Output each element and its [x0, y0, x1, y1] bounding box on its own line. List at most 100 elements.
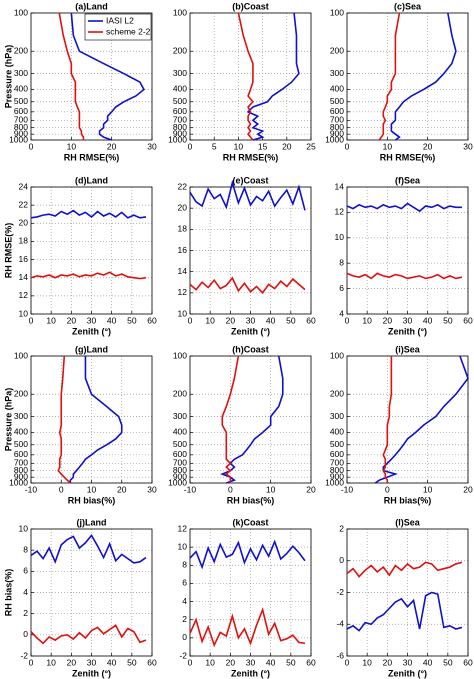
- y-tick-label: 800: [330, 122, 344, 132]
- y-tick-label: 400: [173, 84, 187, 94]
- series-line: [221, 355, 240, 483]
- y-tick-label: -2: [336, 587, 344, 597]
- y-tick-label: 500: [173, 439, 187, 449]
- y-tick-label: 600: [330, 449, 344, 459]
- y-tick-label: 1000: [168, 134, 187, 144]
- y-tick-label: 500: [330, 96, 344, 106]
- x-tick-label: 60: [306, 315, 316, 325]
- x-tick-label: 10: [205, 315, 215, 325]
- y-tick-label: 4: [182, 596, 187, 606]
- x-tick-label: -10: [341, 484, 354, 494]
- x-axis-label: RH RMSE(%): [64, 152, 120, 162]
- y-tick-label: 16: [19, 254, 29, 264]
- y-tick-label: 22: [19, 199, 29, 209]
- y-tick-label: 200: [173, 45, 187, 55]
- series-line: [58, 12, 85, 140]
- x-tick-label: 30: [87, 315, 97, 325]
- y-tick-label: 900: [330, 128, 344, 138]
- y-tick-label: 20: [19, 218, 29, 228]
- y-axis-label: Pressure (hPa): [3, 388, 13, 452]
- y-tick-label: 0: [23, 629, 28, 639]
- x-tick-label: -10: [25, 484, 38, 494]
- x-tick-label: 30: [147, 484, 157, 494]
- y-axis-label: RH RMSE(%): [3, 223, 13, 279]
- y-tick-label: 300: [330, 68, 344, 78]
- series-line: [374, 355, 469, 484]
- x-tick-label: 10: [362, 315, 372, 325]
- x-tick-label: 15: [258, 141, 268, 151]
- series-line: [346, 272, 463, 280]
- series-line: [189, 539, 306, 570]
- y-tick-label: 800: [14, 122, 28, 132]
- x-tick-label: 0: [29, 141, 34, 151]
- x-tick-label: 20: [67, 315, 77, 325]
- y-tick-label: -2: [179, 650, 187, 660]
- panel-title: (h)Coast: [232, 344, 269, 354]
- x-tick-label: -10: [184, 484, 197, 494]
- series-line: [246, 12, 300, 141]
- y-tick-label: 500: [14, 439, 28, 449]
- y-tick-label: 12: [335, 207, 345, 217]
- y-tick-label: 24: [19, 181, 29, 191]
- y-tick-label: 200: [330, 388, 344, 398]
- x-tick-label: 60: [463, 315, 473, 325]
- y-tick-label: 300: [173, 411, 187, 421]
- series-line: [189, 179, 306, 211]
- x-tick-label: 0: [59, 484, 64, 494]
- x-tick-label: 10: [423, 484, 433, 494]
- y-tick-label: 2: [182, 614, 187, 624]
- y-tick-label: 100: [330, 350, 344, 360]
- y-tick-label: 10: [19, 523, 29, 533]
- plot-frame: [346, 12, 469, 141]
- y-tick-label: 12: [178, 287, 188, 297]
- y-tick-label: 10: [178, 308, 188, 318]
- series-line: [220, 355, 284, 484]
- x-axis-label: RH bias(%): [384, 495, 432, 505]
- y-tick-label: 400: [330, 427, 344, 437]
- x-tick-label: 0: [29, 315, 34, 325]
- y-tick-label: 300: [14, 68, 28, 78]
- y-axis-label: RH bias(%): [3, 569, 13, 617]
- series-line: [237, 12, 254, 141]
- x-tick-label: 30: [87, 657, 97, 667]
- x-tick-label: 40: [266, 657, 276, 667]
- x-axis-label: RH RMSE(%): [223, 152, 279, 162]
- plot-frame: [30, 355, 153, 484]
- y-tick-label: 800: [14, 465, 28, 475]
- x-tick-label: 50: [443, 657, 453, 667]
- x-tick-label: 20: [67, 657, 77, 667]
- y-tick-label: -6: [336, 650, 344, 660]
- y-tick-label: 100: [173, 7, 187, 17]
- y-tick-label: 900: [14, 471, 28, 481]
- x-axis-label: RH RMSE(%): [380, 152, 436, 162]
- y-tick-label: 1000: [9, 134, 28, 144]
- y-tick-label: -2: [20, 650, 28, 660]
- y-tick-label: 900: [173, 128, 187, 138]
- y-tick-label: 400: [330, 84, 344, 94]
- series-line: [189, 607, 306, 648]
- x-tick-label: 30: [463, 141, 473, 151]
- x-tick-label: 40: [107, 315, 117, 325]
- x-tick-label: 60: [306, 657, 316, 667]
- x-tick-label: 10: [67, 141, 77, 151]
- panel-title: (e)Coast: [232, 175, 268, 185]
- x-tick-label: 10: [383, 141, 393, 151]
- y-tick-label: 700: [173, 458, 187, 468]
- series-line: [30, 271, 147, 280]
- y-tick-label: 8: [339, 257, 344, 267]
- series-line: [346, 561, 463, 578]
- y-tick-label: 700: [14, 115, 28, 125]
- x-tick-label: 40: [423, 657, 433, 667]
- plot-frame: [189, 528, 312, 657]
- x-axis-label: Zenith (°): [231, 326, 270, 336]
- y-tick-label: 12: [178, 523, 188, 533]
- y-tick-label: 200: [14, 388, 28, 398]
- y-tick-label: 1000: [168, 477, 187, 487]
- y-tick-label: 400: [14, 427, 28, 437]
- y-tick-label: 100: [14, 350, 28, 360]
- y-tick-label: 300: [14, 411, 28, 421]
- x-tick-label: 0: [188, 141, 193, 151]
- series-line: [390, 12, 457, 141]
- series-line: [30, 533, 147, 564]
